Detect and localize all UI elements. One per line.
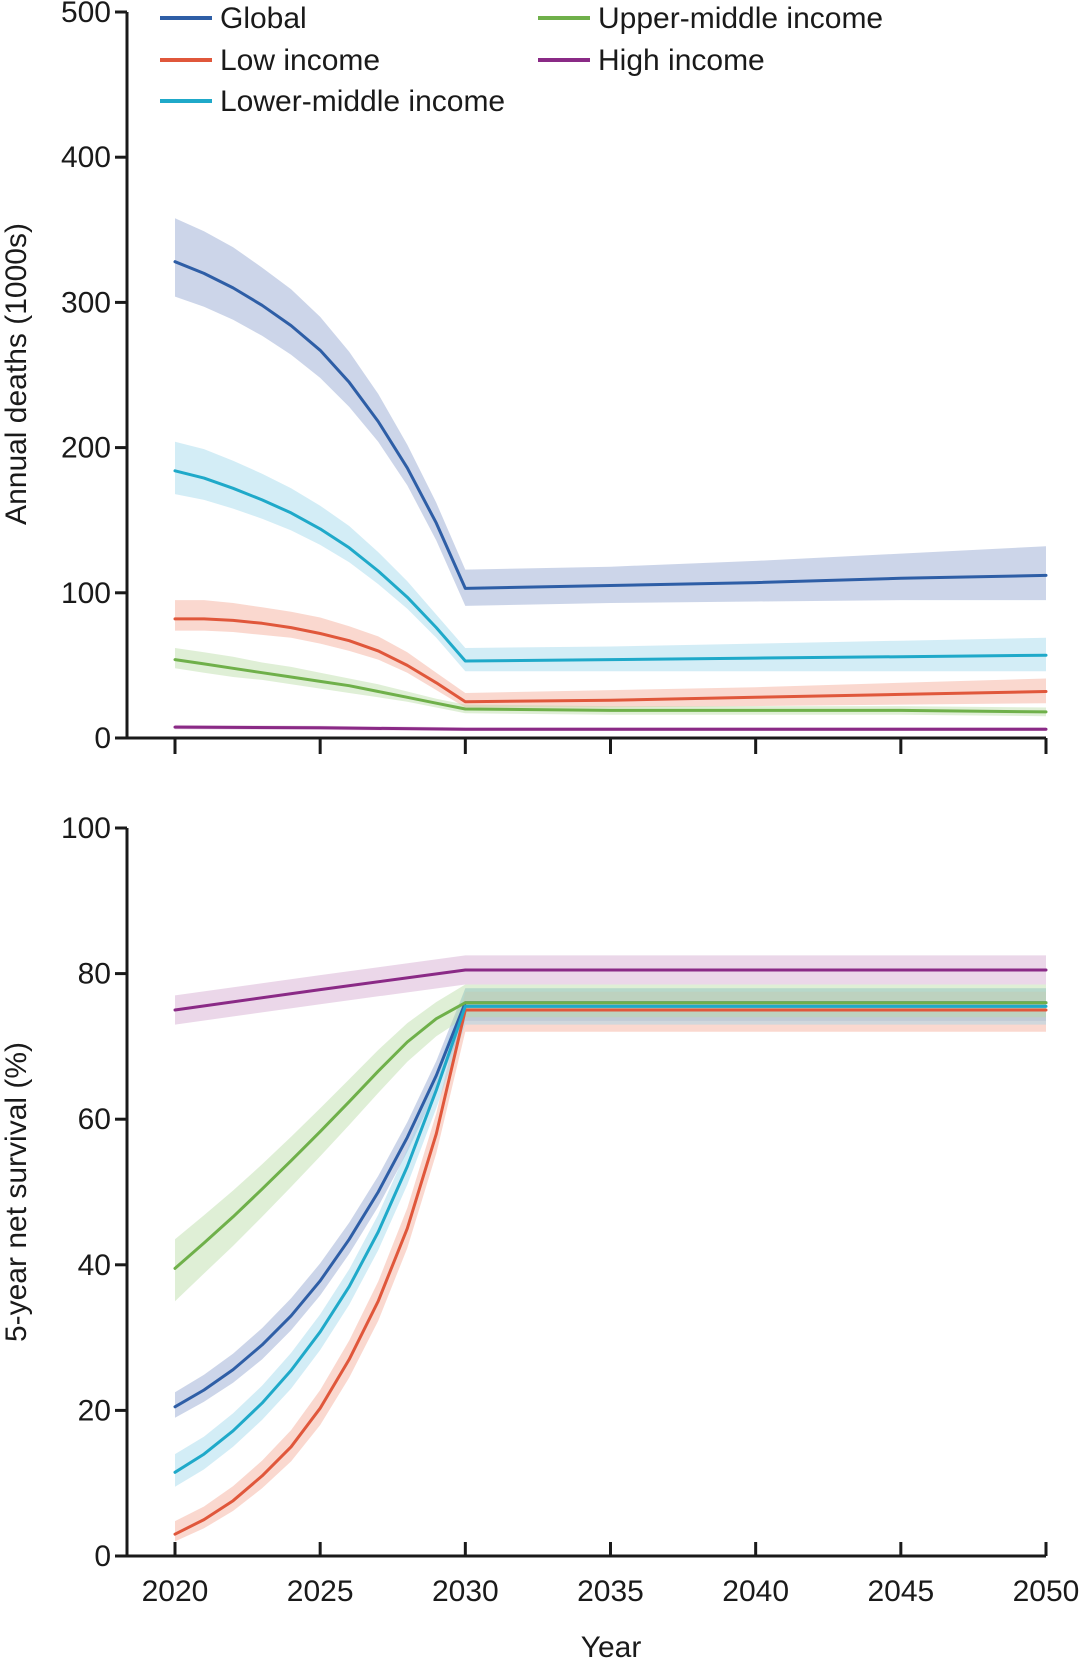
top-panel-deaths: 0 100 200 300 400 500 Annual deaths (1000s) [0, 0, 1046, 755]
bottom-y-tick-label: 20 [78, 1394, 111, 1427]
bottom-x-tick-label: 2025 [287, 1575, 354, 1608]
top-band-global [175, 218, 1046, 606]
bottom-band-low [175, 992, 1046, 1542]
bottom-confidence-bands [175, 955, 1046, 1541]
bottom-y-tick-label: 60 [78, 1103, 111, 1136]
legend-label-low-income: Low income [220, 44, 380, 77]
chart-figure: 0100200300400500 Annual deaths (1000s) G… [0, 0, 1080, 1661]
legend-item-upper-middle-income: Upper-middle income [538, 2, 883, 35]
bottom-y-tick-label: 80 [78, 958, 111, 991]
legend-item-global: Global [160, 2, 307, 35]
bottom-x-tick-label: 2030 [432, 1575, 499, 1608]
top-y-tick-label: 400 [61, 141, 111, 174]
bottom-x-tick-label: 2040 [722, 1575, 789, 1608]
legend-item-lower-middle-income: Lower-middle income [160, 85, 505, 118]
legend-item-low-income: Low income [160, 44, 380, 77]
top-y-tick-label: 0 [94, 722, 111, 755]
top-y-axis-title: Annual deaths (1000s) [0, 223, 33, 525]
bottom-x-tick-label: 2035 [577, 1575, 644, 1608]
top-y-tick-label: 200 [61, 432, 111, 465]
bottom-x-tick-label: 2050 [1013, 1575, 1080, 1608]
bottom-line-low [175, 1010, 1046, 1534]
bottom-x-tick-label: 2045 [867, 1575, 934, 1608]
top-y-tick-label: 500 [61, 0, 111, 29]
bottom-x-tick-label: 2020 [142, 1575, 209, 1608]
bottom-series-lines [175, 970, 1046, 1534]
top-confidence-bands [175, 218, 1046, 731]
legend-label-high-income: High income [598, 44, 765, 77]
bottom-y-tick-label: 100 [61, 812, 111, 845]
top-y-tick-label: 300 [61, 286, 111, 319]
bottom-y-tick-label: 40 [78, 1249, 111, 1282]
legend-label-global: Global [220, 2, 307, 35]
top-y-tick-label: 100 [61, 577, 111, 610]
bottom-x-axis-title: Year [581, 1631, 642, 1661]
bottom-band-uppermid [175, 985, 1046, 1302]
bottom-y-axis-title: 5-year net survival (%) [0, 1042, 33, 1342]
legend: Global Low income Lower-middle income Up… [160, 2, 883, 118]
bottom-y-tick-label: 0 [94, 1540, 111, 1573]
bottom-line-lowermid [175, 1006, 1046, 1472]
legend-label-lower-middle-income: Lower-middle income [220, 85, 505, 118]
legend-label-upper-middle-income: Upper-middle income [598, 2, 883, 35]
legend-item-high-income: High income [538, 44, 765, 77]
